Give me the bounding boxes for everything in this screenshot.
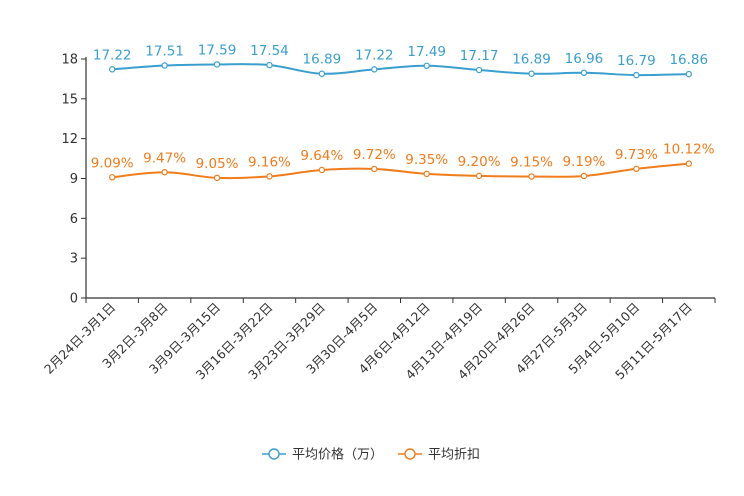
y-tick-label: 18 (61, 53, 78, 68)
data-point[interactable] (475, 66, 483, 74)
data-point[interactable] (685, 160, 692, 167)
data-point[interactable] (371, 165, 378, 173)
data-point[interactable] (528, 173, 535, 180)
data-label: 9.72% (353, 147, 396, 163)
data-label: 9.05% (196, 156, 239, 172)
data-point[interactable] (580, 69, 588, 77)
legend-label: 平均价格（万） (292, 447, 383, 463)
data-label: 17.22 (355, 47, 394, 63)
data-point[interactable] (318, 70, 326, 77)
data-label: 9.15% (510, 155, 553, 171)
legend-marker-icon (404, 448, 416, 460)
x-axis: 2月24日-3月1日3月2日-3月8日3月9日-3月15日3月16日-3月22日… (41, 297, 716, 382)
data-label: 17.51 (145, 44, 184, 60)
series-layer: 17.22 17.51 17.59 17.54 16.89 17.22 17.49 17.17… (91, 42, 715, 182)
legend: 平均价格（万） 平均折扣 (262, 447, 480, 463)
data-point[interactable] (423, 62, 430, 69)
legend-item-2[interactable]: 平均折扣 (398, 448, 480, 463)
data-label: 17.59 (198, 42, 237, 58)
y-tick-label: 12 (61, 132, 78, 147)
data-point[interactable] (685, 70, 692, 78)
data-point[interactable] (528, 70, 535, 77)
data-label: 9.73% (615, 147, 658, 163)
y-tick-label: 3 (70, 252, 78, 267)
y-tick-label: 0 (70, 292, 78, 307)
data-point[interactable] (266, 173, 273, 180)
data-label: 9.35% (405, 152, 448, 168)
data-point[interactable] (633, 165, 640, 173)
y-axis: 0 3 6 9 12 15 18 (61, 53, 87, 307)
series-1: 17.22 17.51 17.59 17.54 16.89 17.22 17.49 17.17… (93, 42, 708, 79)
data-label: 9.16% (248, 154, 291, 170)
data-label: 17.49 (407, 44, 446, 60)
data-point[interactable] (109, 174, 116, 181)
data-point[interactable] (213, 174, 221, 182)
data-point[interactable] (633, 71, 640, 79)
data-point[interactable] (423, 170, 430, 178)
data-label: 17.17 (460, 48, 499, 64)
data-label: 16.79 (617, 53, 656, 69)
data-label: 16.89 (512, 52, 551, 68)
data-point[interactable] (580, 172, 588, 180)
legend-item-1[interactable]: 平均价格（万） (262, 447, 383, 463)
legend-label: 平均折扣 (428, 448, 480, 463)
data-label: 9.47% (143, 150, 186, 166)
data-label: 16.89 (303, 52, 342, 68)
series-line (112, 63, 689, 77)
data-label: 16.96 (565, 51, 604, 67)
data-point[interactable] (371, 66, 378, 73)
data-label: 17.54 (250, 43, 289, 59)
data-label: 9.64% (300, 148, 343, 164)
data-point[interactable] (161, 62, 168, 69)
data-point[interactable] (109, 66, 116, 73)
data-point[interactable] (475, 172, 483, 180)
data-label: 9.20% (458, 154, 501, 170)
data-label: 10.12% (663, 142, 715, 158)
y-tick-label: 15 (61, 92, 78, 107)
data-label: 16.86 (669, 52, 708, 68)
y-tick-label: 9 (70, 172, 78, 187)
data-label: 9.09% (91, 155, 134, 171)
data-label: 17.22 (93, 47, 132, 63)
data-point[interactable] (213, 61, 221, 68)
data-point[interactable] (161, 169, 168, 176)
legend-marker-icon (268, 448, 280, 460)
series-2: 9.09% 9.47% 9.05% 9.16% 9.64% 9.72% 9.35% 9.20%… (91, 142, 715, 182)
data-point[interactable] (318, 166, 326, 174)
series-line (112, 162, 689, 180)
data-label: 9.19% (563, 154, 606, 170)
data-point[interactable] (266, 61, 273, 69)
y-tick-label: 6 (70, 212, 78, 227)
